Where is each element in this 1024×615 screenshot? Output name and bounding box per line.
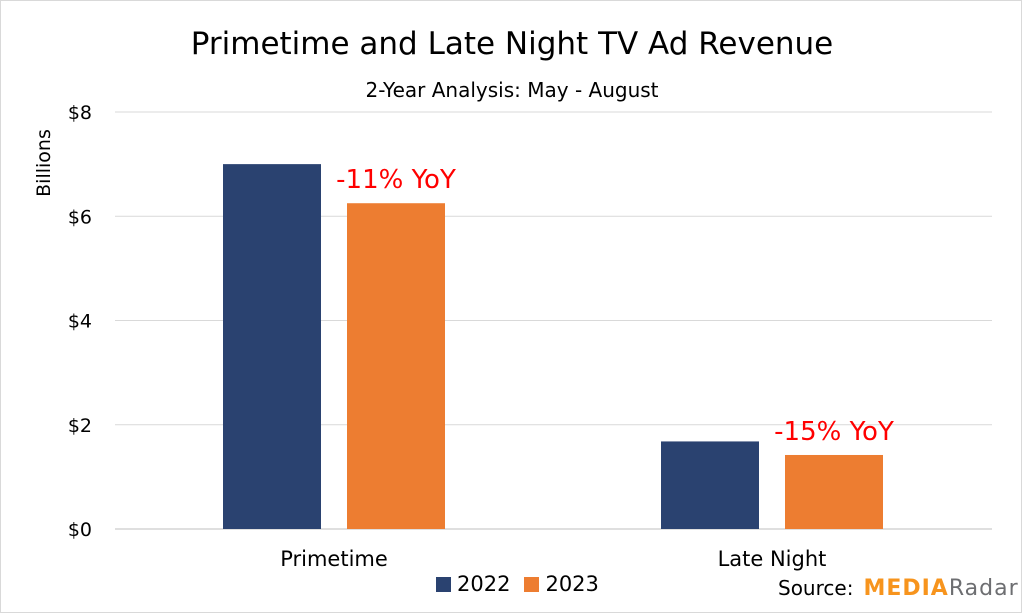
legend-item-2022: 2022 bbox=[436, 572, 510, 596]
source-label: Source: bbox=[778, 576, 854, 600]
bar-2022-late-night bbox=[661, 441, 759, 529]
y-axis-label: Billions bbox=[33, 129, 55, 197]
bar-2022-primetime bbox=[223, 164, 321, 529]
legend-item-2023: 2023 bbox=[524, 572, 599, 596]
y-tick-label: $6 bbox=[68, 206, 92, 228]
annotations: -11% YoY -15% YoY bbox=[336, 165, 894, 447]
source-credit: Source: MEDIARadar bbox=[778, 576, 1019, 601]
category-labels: Primetime Late Night bbox=[280, 547, 826, 571]
legend-swatch-2022 bbox=[436, 576, 451, 592]
y-tick-label: $8 bbox=[68, 102, 92, 124]
bars bbox=[223, 164, 883, 529]
chart-subtitle: 2-Year Analysis: May - August bbox=[365, 78, 659, 102]
y-tick-labels: $0 $2 $4 $6 $8 bbox=[68, 102, 92, 541]
bar-2023-primetime bbox=[347, 203, 445, 529]
mediaradar-logo: MEDIARadar bbox=[863, 576, 1019, 601]
bar-2023-late-night bbox=[785, 454, 883, 529]
x-category-label: Late Night bbox=[718, 547, 827, 571]
legend-swatch-2023 bbox=[524, 576, 540, 592]
y-tick-label: $4 bbox=[68, 311, 92, 333]
y-tick-label: $2 bbox=[68, 415, 92, 437]
yoy-annotation: -11% YoY bbox=[336, 165, 456, 195]
chart-title: Primetime and Late Night TV Ad Revenue bbox=[190, 26, 834, 62]
legend-label-2022: 2022 bbox=[457, 572, 511, 596]
y-tick-label: $0 bbox=[68, 519, 92, 541]
yoy-annotation: -15% YoY bbox=[774, 417, 894, 447]
legend-label-2023: 2023 bbox=[545, 572, 599, 596]
legend: 2022 2023 bbox=[436, 572, 613, 596]
x-category-label: Primetime bbox=[280, 547, 388, 571]
